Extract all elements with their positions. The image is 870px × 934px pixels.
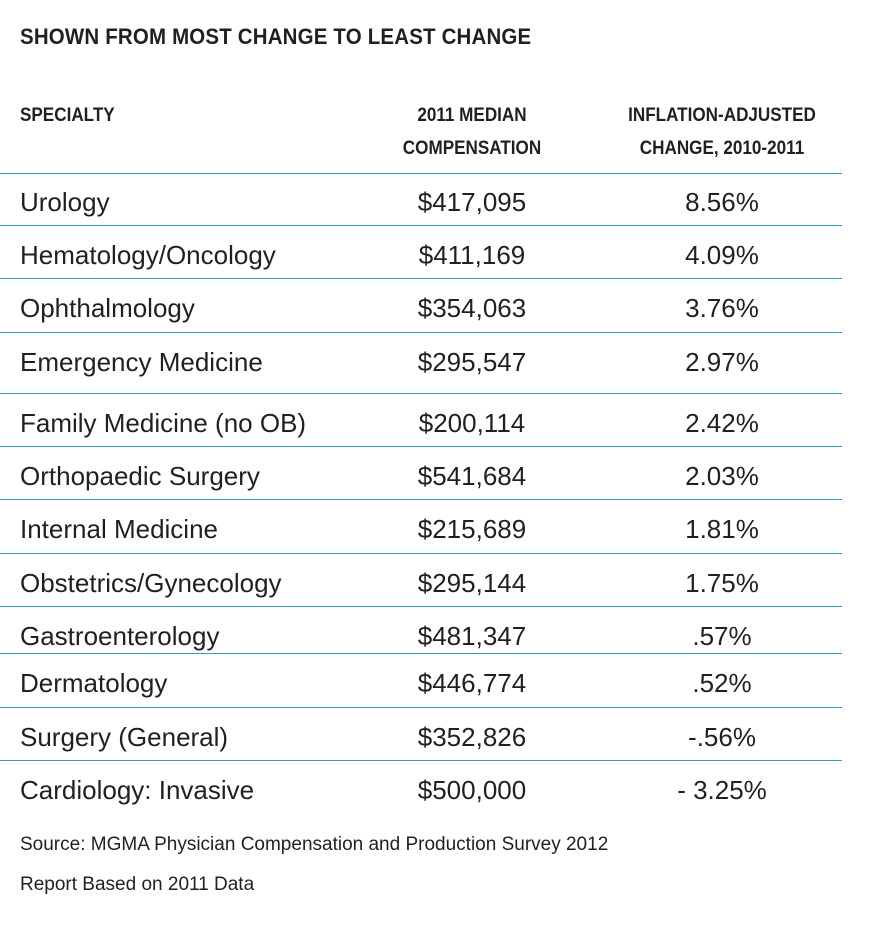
specialty-cell: Orthopaedic Surgery bbox=[20, 461, 260, 491]
row-divider bbox=[0, 446, 842, 447]
compensation-cell: $215,689 bbox=[417, 514, 527, 544]
row-divider bbox=[0, 760, 842, 761]
table-row: Dermatology $446,774 .52% bbox=[0, 663, 842, 703]
change-cell: .52% bbox=[692, 668, 752, 698]
compensation-cell: $481,347 bbox=[417, 621, 527, 651]
source-note: Source: MGMA Physician Compensation and … bbox=[20, 834, 609, 855]
specialty-cell: Obstetrics/Gynecology bbox=[20, 568, 282, 598]
specialty-cell: Gastroenterology bbox=[20, 621, 220, 651]
row-divider bbox=[0, 225, 842, 226]
specialty-cell: Internal Medicine bbox=[20, 514, 218, 544]
change-cell: 1.75% bbox=[685, 568, 759, 598]
table-row: Internal Medicine $215,689 1.81% bbox=[0, 509, 842, 549]
header-specialty-label: SPECIALTY bbox=[20, 105, 115, 126]
change-cell: 2.42% bbox=[685, 408, 759, 438]
specialty-cell: Cardiology: Invasive bbox=[20, 775, 255, 805]
change-cell: 3.76% bbox=[685, 293, 759, 323]
header-change: INFLATION-ADJUSTED CHANGE, 2010-2011 bbox=[614, 99, 830, 165]
change-cell: 2.97% bbox=[685, 347, 759, 377]
header-compensation: 2011 MEDIAN COMPENSATION bbox=[382, 99, 562, 165]
table-row: Cardiology: Invasive $500,000 - 3.25% bbox=[0, 770, 842, 810]
row-divider bbox=[0, 393, 842, 394]
specialty-cell: Ophthalmology bbox=[20, 293, 195, 323]
compensation-cell: $200,114 bbox=[418, 408, 526, 438]
specialty-cell: Hematology/Oncology bbox=[20, 240, 276, 270]
header-specialty: SPECIALTY bbox=[20, 99, 115, 132]
change-cell: 2.03% bbox=[685, 461, 759, 491]
table-row: Emergency Medicine $295,547 2.97% bbox=[0, 342, 842, 382]
compensation-cell: $541,684 bbox=[417, 461, 527, 491]
specialty-cell: Dermatology bbox=[20, 668, 168, 698]
specialty-cell: Family Medicine (no OB) bbox=[20, 408, 307, 438]
table-title: SHOWN FROM MOST CHANGE TO LEAST CHANGE bbox=[20, 24, 532, 49]
table-row: Gastroenterology $481,347 .57% bbox=[0, 616, 842, 656]
change-cell: 4.09% bbox=[685, 240, 759, 270]
table-row: Urology $417,095 8.56% bbox=[0, 182, 842, 222]
header-change-line1: INFLATION-ADJUSTED bbox=[628, 105, 816, 126]
report-note: Report Based on 2011 Data bbox=[20, 874, 255, 895]
table-row: Surgery (General) $352,826 -.56% bbox=[0, 717, 842, 757]
table-row: Orthopaedic Surgery $541,684 2.03% bbox=[0, 456, 842, 496]
table-row: Obstetrics/Gynecology $295,144 1.75% bbox=[0, 563, 842, 603]
specialty-cell: Emergency Medicine bbox=[20, 347, 263, 377]
header-compensation-line1: 2011 MEDIAN bbox=[417, 105, 527, 126]
compensation-cell: $417,095 bbox=[417, 187, 527, 217]
compensation-cell: $411,169 bbox=[418, 240, 526, 270]
row-divider bbox=[0, 606, 842, 607]
change-cell: 8.56% bbox=[685, 187, 759, 217]
table-row: Family Medicine (no OB) $200,114 2.42% bbox=[0, 403, 842, 443]
specialty-cell: Urology bbox=[20, 187, 110, 217]
table-row: Hematology/Oncology $411,169 4.09% bbox=[0, 235, 842, 275]
header-divider bbox=[0, 173, 842, 174]
header-change-line2: CHANGE, 2010-2011 bbox=[639, 138, 805, 159]
row-divider bbox=[0, 278, 842, 279]
change-cell: -.56% bbox=[688, 722, 756, 752]
row-divider bbox=[0, 499, 842, 500]
row-divider bbox=[0, 653, 842, 654]
change-cell: - 3.25% bbox=[677, 775, 767, 805]
compensation-cell: $354,063 bbox=[417, 293, 527, 323]
table-row: Ophthalmology $354,063 3.76% bbox=[0, 288, 842, 328]
header-compensation-line2: COMPENSATION bbox=[402, 138, 542, 159]
change-cell: .57% bbox=[692, 621, 752, 651]
compensation-cell: $352,826 bbox=[417, 722, 527, 752]
compensation-cell: $446,774 bbox=[417, 668, 527, 698]
row-divider bbox=[0, 707, 842, 708]
row-divider bbox=[0, 553, 842, 554]
specialty-cell: Surgery (General) bbox=[20, 722, 229, 752]
row-divider bbox=[0, 332, 842, 333]
compensation-cell: $295,144 bbox=[417, 568, 527, 598]
change-cell: 1.81% bbox=[685, 514, 759, 544]
compensation-cell: $295,547 bbox=[417, 347, 527, 377]
compensation-cell: $500,000 bbox=[417, 775, 527, 805]
